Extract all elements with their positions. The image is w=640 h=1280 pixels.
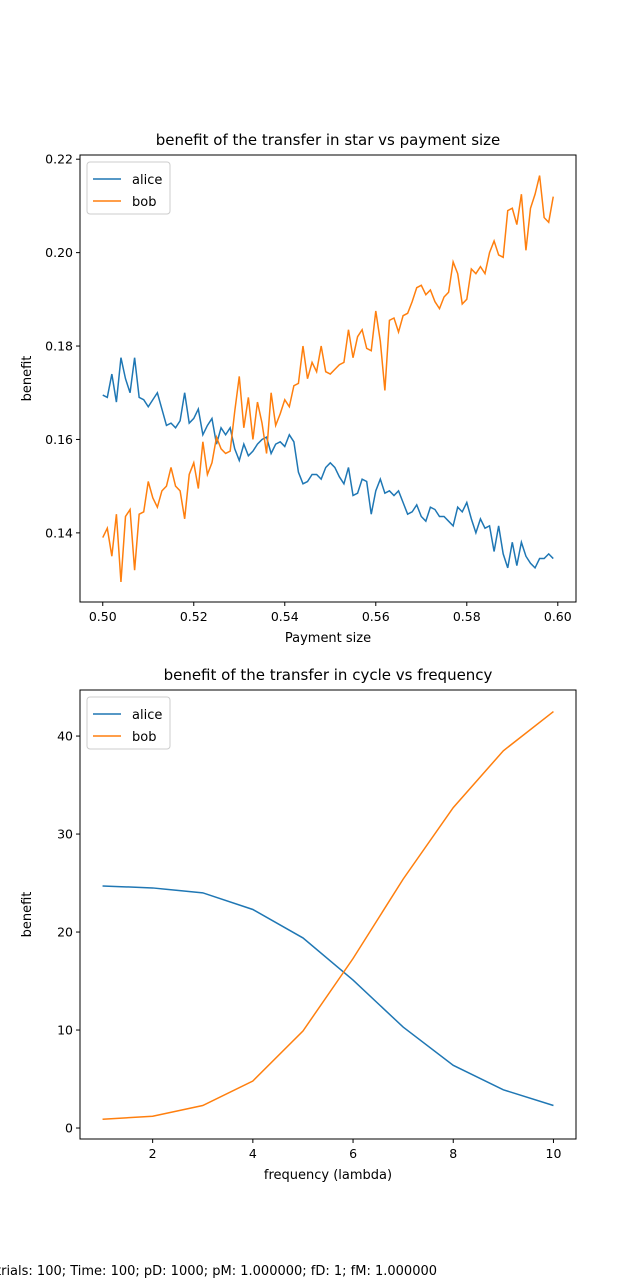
legend-label: bob xyxy=(132,195,156,210)
y-tick-label: 10 xyxy=(57,1023,73,1038)
chart-title: benefit of the transfer in star vs payme… xyxy=(156,131,501,149)
y-tick-label: 20 xyxy=(57,925,73,940)
legend-box xyxy=(86,696,171,750)
y-tick-label: 0 xyxy=(65,1121,73,1136)
x-tick-label: 10 xyxy=(546,1146,562,1161)
x-tick-label: 0.50 xyxy=(89,609,117,624)
y-tick-label: 0.20 xyxy=(45,245,73,260)
x-tick-label: 0.56 xyxy=(362,609,390,624)
x-tick-label: 8 xyxy=(449,1146,457,1161)
y-tick-label: 0.14 xyxy=(45,525,73,540)
chart-title: benefit of the transfer in cycle vs freq… xyxy=(164,666,493,684)
line-series xyxy=(102,357,554,570)
y-axis-label: benefit xyxy=(20,892,35,938)
legend-box xyxy=(86,161,171,215)
x-axis-label: frequency (lambda) xyxy=(264,1168,392,1183)
legend-label: bob xyxy=(132,730,156,745)
legend-label: alice xyxy=(132,708,162,723)
line-series xyxy=(102,175,554,582)
x-tick-label: 6 xyxy=(349,1146,357,1161)
y-axis-label: benefit xyxy=(20,356,35,402)
x-tick-label: 0.60 xyxy=(544,609,572,624)
legend-label: alice xyxy=(132,173,162,188)
y-tick-label: 0.16 xyxy=(45,432,73,447)
axes-frame xyxy=(79,689,577,1140)
line-series xyxy=(102,885,554,1107)
line-series xyxy=(102,710,554,1120)
x-axis-label: Payment size xyxy=(285,631,371,646)
y-tick-label: 0.22 xyxy=(45,152,73,167)
x-tick-label: 2 xyxy=(149,1146,157,1161)
y-tick-label: 30 xyxy=(57,827,73,842)
axes-frame xyxy=(79,154,577,603)
x-tick-label: 0.54 xyxy=(271,609,299,624)
footer-text: trials: 100; Time: 100; pD: 1000; pM: 1.… xyxy=(0,1264,437,1279)
y-tick-label: 0.18 xyxy=(45,339,73,354)
y-tick-label: 40 xyxy=(57,729,73,744)
x-tick-label: 0.58 xyxy=(453,609,481,624)
x-tick-label: 0.52 xyxy=(180,609,208,624)
x-tick-label: 4 xyxy=(249,1146,257,1161)
